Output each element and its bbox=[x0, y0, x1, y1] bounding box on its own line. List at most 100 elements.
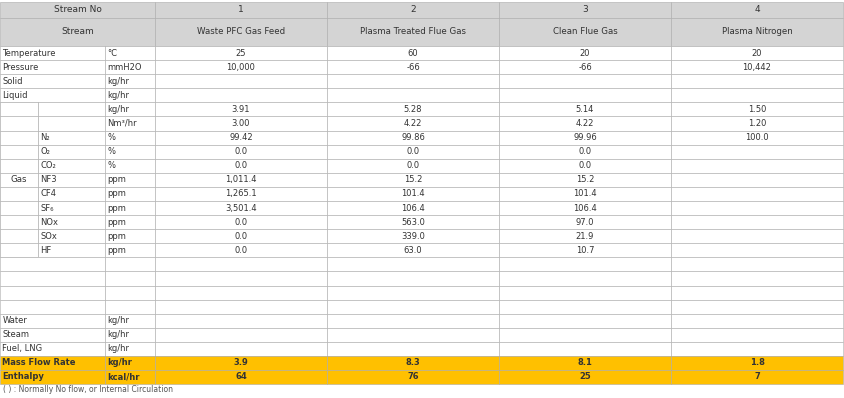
Bar bbox=[154, 370, 327, 384]
Bar bbox=[105, 187, 154, 201]
Text: Stream: Stream bbox=[61, 27, 94, 37]
Bar bbox=[327, 356, 499, 370]
Text: Liquid: Liquid bbox=[3, 91, 28, 100]
Text: CO₂: CO₂ bbox=[41, 161, 57, 170]
Text: 3.9: 3.9 bbox=[233, 359, 248, 367]
Bar bbox=[499, 18, 670, 46]
Text: 2: 2 bbox=[409, 6, 415, 14]
Bar bbox=[105, 159, 154, 173]
Bar bbox=[670, 46, 842, 60]
Bar bbox=[105, 314, 154, 328]
Bar bbox=[327, 2, 499, 18]
Text: kg/hr: kg/hr bbox=[107, 344, 129, 353]
Bar bbox=[327, 46, 499, 60]
Text: 20: 20 bbox=[751, 49, 761, 58]
Text: kg/hr: kg/hr bbox=[107, 359, 133, 367]
Bar bbox=[154, 258, 327, 271]
Bar bbox=[38, 229, 105, 243]
Bar bbox=[154, 88, 327, 102]
Text: 4: 4 bbox=[754, 6, 759, 14]
Bar bbox=[670, 201, 842, 215]
Text: 4.22: 4.22 bbox=[575, 119, 593, 128]
Text: O₂: O₂ bbox=[41, 147, 51, 156]
Bar bbox=[38, 102, 105, 117]
Bar bbox=[499, 46, 670, 60]
Text: 1.8: 1.8 bbox=[749, 359, 764, 367]
Text: 0.0: 0.0 bbox=[406, 147, 419, 156]
Bar bbox=[670, 215, 842, 229]
Bar bbox=[327, 229, 499, 243]
Bar bbox=[670, 370, 842, 384]
Bar bbox=[499, 328, 670, 342]
Bar bbox=[105, 74, 154, 88]
Bar bbox=[154, 2, 327, 18]
Bar bbox=[0, 243, 38, 258]
Bar bbox=[499, 88, 670, 102]
Text: Steam: Steam bbox=[3, 330, 30, 339]
Text: 20: 20 bbox=[579, 49, 590, 58]
Bar bbox=[670, 60, 842, 74]
Bar bbox=[38, 173, 105, 187]
Text: N₂: N₂ bbox=[41, 133, 50, 142]
Bar bbox=[154, 60, 327, 74]
Bar bbox=[154, 159, 327, 173]
Text: kg/hr: kg/hr bbox=[107, 105, 129, 114]
Bar bbox=[105, 258, 154, 271]
Text: 106.4: 106.4 bbox=[401, 203, 425, 213]
Bar bbox=[670, 144, 842, 159]
Bar bbox=[0, 46, 105, 60]
Text: 3.91: 3.91 bbox=[231, 105, 250, 114]
Text: 1.50: 1.50 bbox=[747, 105, 766, 114]
Text: 4.22: 4.22 bbox=[403, 119, 422, 128]
Text: Pressure: Pressure bbox=[3, 62, 39, 72]
Bar bbox=[0, 88, 105, 102]
Bar bbox=[670, 271, 842, 285]
Bar bbox=[154, 117, 327, 131]
Bar bbox=[0, 74, 105, 88]
Text: kg/hr: kg/hr bbox=[107, 77, 129, 86]
Bar bbox=[154, 215, 327, 229]
Text: %: % bbox=[107, 147, 116, 156]
Text: 99.42: 99.42 bbox=[229, 133, 252, 142]
Bar bbox=[38, 159, 105, 173]
Bar bbox=[0, 201, 38, 215]
Text: 10,000: 10,000 bbox=[226, 62, 255, 72]
Text: ppm: ppm bbox=[107, 176, 127, 184]
Text: 1,011.4: 1,011.4 bbox=[225, 176, 257, 184]
Bar bbox=[38, 131, 105, 144]
Bar bbox=[327, 328, 499, 342]
Bar bbox=[670, 258, 842, 271]
Text: %: % bbox=[107, 133, 116, 142]
Bar bbox=[327, 285, 499, 300]
Text: 25: 25 bbox=[235, 49, 246, 58]
Text: Temperature: Temperature bbox=[3, 49, 56, 58]
Text: 63.0: 63.0 bbox=[403, 246, 422, 255]
Bar bbox=[38, 117, 105, 131]
Text: ppm: ppm bbox=[107, 218, 127, 226]
Bar bbox=[154, 18, 327, 46]
Bar bbox=[0, 2, 154, 18]
Bar bbox=[154, 285, 327, 300]
Bar bbox=[0, 342, 105, 356]
Bar bbox=[670, 356, 842, 370]
Text: 100.0: 100.0 bbox=[744, 133, 768, 142]
Text: Plasma Nitrogen: Plasma Nitrogen bbox=[721, 27, 792, 37]
Bar bbox=[154, 74, 327, 88]
Text: kg/hr: kg/hr bbox=[107, 316, 129, 325]
Text: 25: 25 bbox=[578, 373, 590, 382]
Text: 106.4: 106.4 bbox=[572, 203, 596, 213]
Bar bbox=[105, 201, 154, 215]
Text: 8.1: 8.1 bbox=[577, 359, 592, 367]
Bar bbox=[327, 243, 499, 258]
Text: Waste PFC Gas Feed: Waste PFC Gas Feed bbox=[197, 27, 284, 37]
Bar bbox=[0, 258, 105, 271]
Text: Plasma Treated Flue Gas: Plasma Treated Flue Gas bbox=[360, 27, 465, 37]
Text: 0.0: 0.0 bbox=[578, 147, 591, 156]
Text: -66: -66 bbox=[577, 62, 591, 72]
Bar bbox=[0, 159, 38, 173]
Bar bbox=[0, 173, 38, 187]
Text: 101.4: 101.4 bbox=[572, 189, 596, 199]
Bar bbox=[670, 18, 842, 46]
Bar bbox=[0, 187, 38, 201]
Text: Clean Flue Gas: Clean Flue Gas bbox=[552, 27, 617, 37]
